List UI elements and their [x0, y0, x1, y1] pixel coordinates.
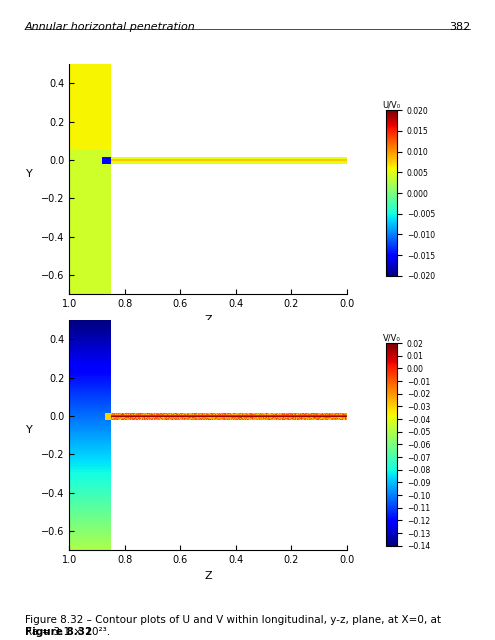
Title: U/V₀: U/V₀: [383, 100, 400, 109]
Text: Annular horizontal penetration: Annular horizontal penetration: [25, 22, 196, 33]
Y-axis label: Y: Y: [26, 425, 33, 435]
Text: Figure 8.32: Figure 8.32: [25, 627, 92, 637]
X-axis label: Z: Z: [204, 315, 212, 325]
Title: V/V₀: V/V₀: [383, 333, 400, 342]
X-axis label: Z: Z: [204, 571, 212, 581]
Text: 382: 382: [449, 22, 470, 33]
Text: Figure 8.32 – Contour plots of U and V within longitudinal, y-z, plane, at X=0, : Figure 8.32 – Contour plots of U and V w…: [25, 615, 441, 637]
Y-axis label: Y: Y: [26, 169, 33, 179]
